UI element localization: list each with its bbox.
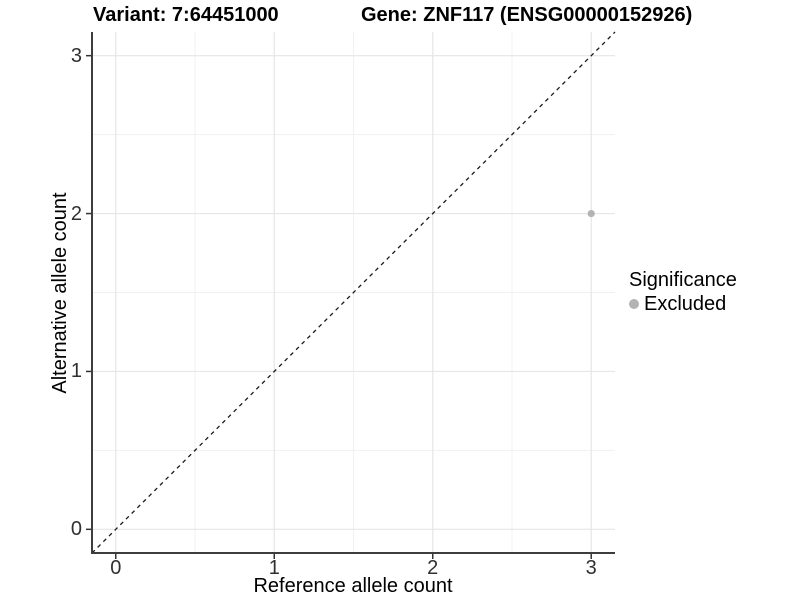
identity-dashed-line [91,31,616,554]
x-tick-label: 1 [268,557,280,579]
plot-title-gene: Gene: ZNF117 (ENSG00000152926) [361,4,693,26]
x-tick-label: 0 [110,557,122,579]
legend-key-dot [629,299,639,309]
x-axis-title: Reference allele count [253,575,453,597]
legend: Significance Excluded [629,269,737,315]
x-tick-label: 3 [585,557,597,579]
x-tick-label: 2 [427,557,439,579]
legend-title: Significance [629,269,737,291]
legend-item: Excluded [629,293,737,315]
y-tick-label: 2 [70,202,82,225]
legend-items: Excluded [629,293,737,315]
y-axis-title: Alternative allele count [49,192,71,394]
y-tick-label: 1 [70,360,82,383]
y-tick-label: 3 [70,44,82,67]
plot-title-variant: Variant: 7:64451000 [93,4,279,26]
legend-item-label: Excluded [644,293,727,315]
y-tick-label: 0 [70,518,82,541]
data-point [587,209,595,218]
